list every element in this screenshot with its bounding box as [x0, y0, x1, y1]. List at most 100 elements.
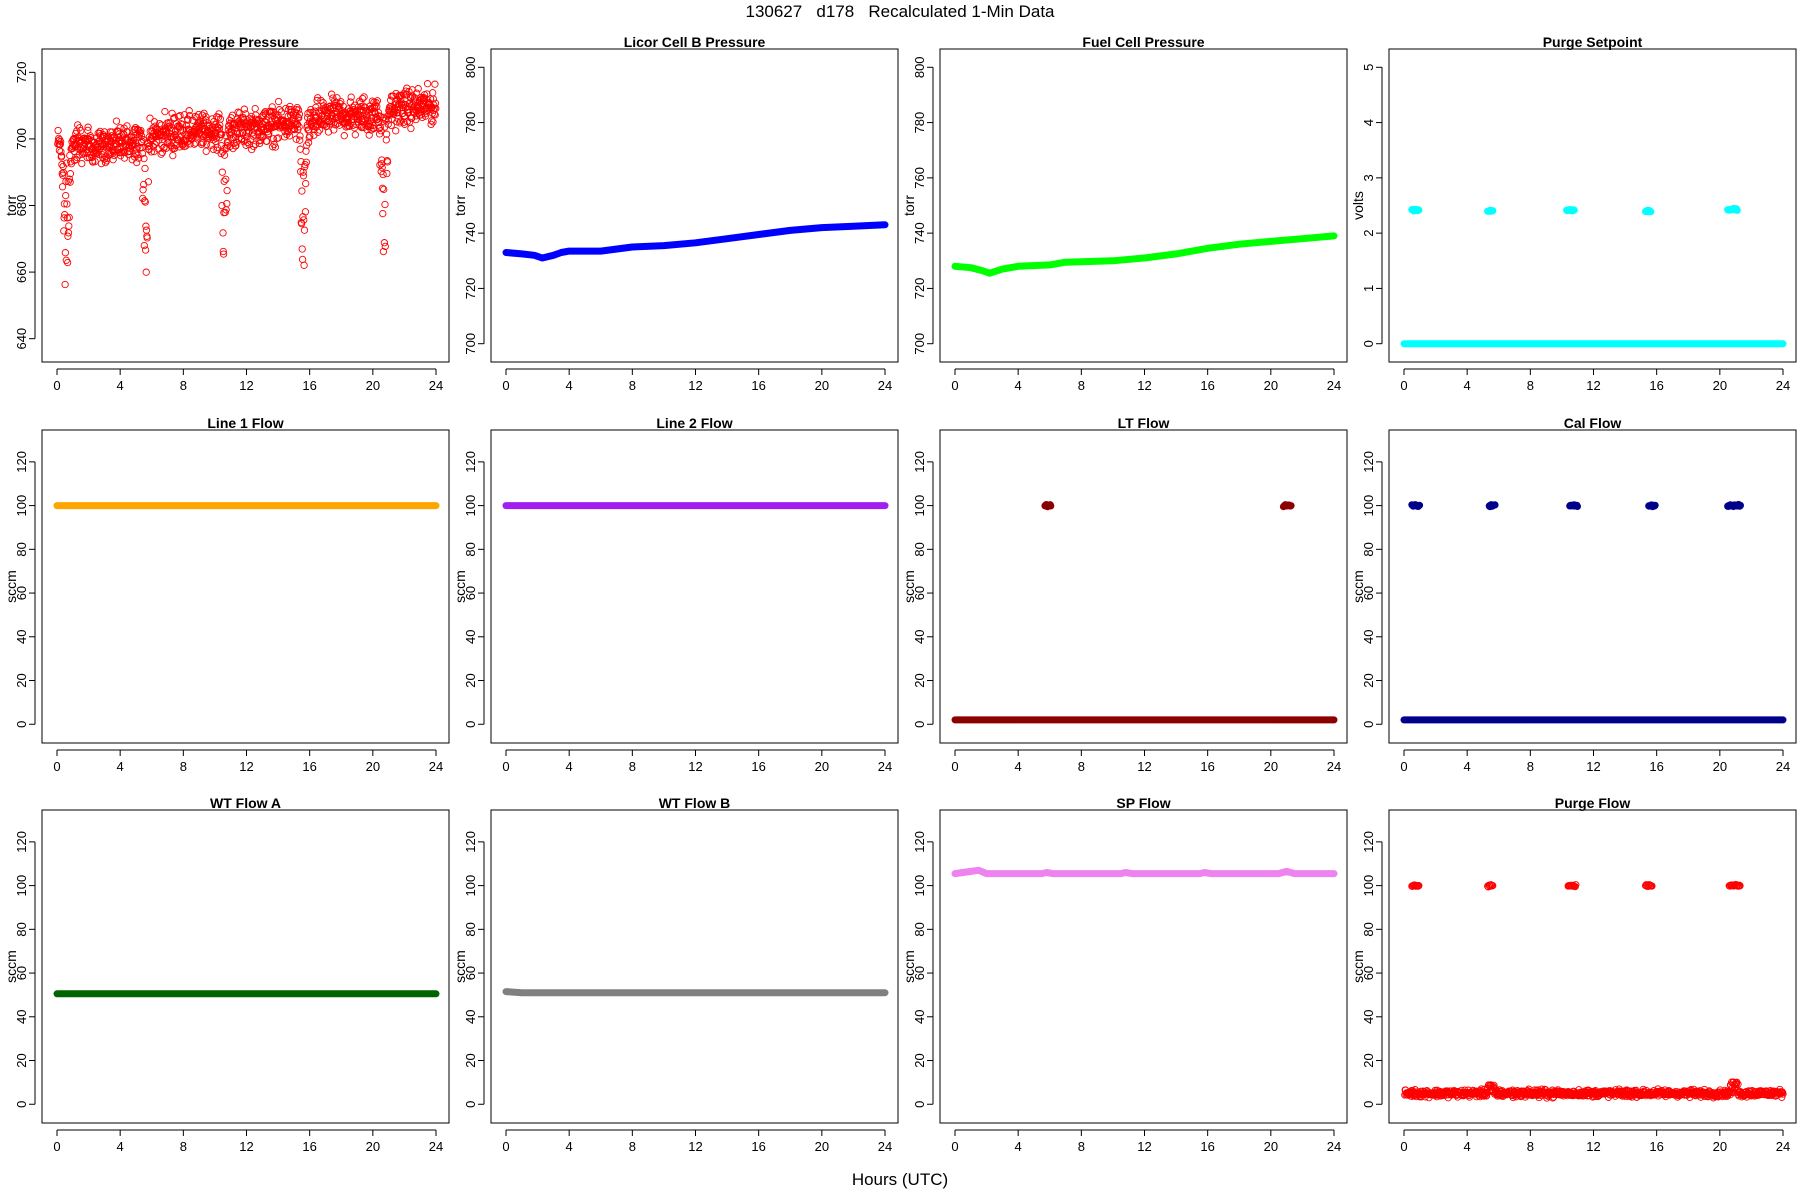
data-point [380, 185, 388, 194]
data-point [306, 132, 314, 140]
data-point [202, 147, 210, 155]
y-axis-label: sccm [452, 570, 468, 603]
data-point [414, 85, 422, 93]
chart-title: Purge Flow [1555, 795, 1631, 811]
data-point [57, 152, 66, 160]
x-tick-label: 4 [566, 1139, 573, 1154]
data-point [215, 134, 223, 142]
y-tick-label: 1 [1361, 285, 1376, 292]
data-point [219, 250, 228, 258]
data-point [143, 234, 151, 242]
data-point [91, 157, 99, 166]
x-tick-label: 24 [1327, 1139, 1341, 1154]
data-point [1736, 882, 1744, 890]
plot-frame [490, 429, 899, 744]
chart-panel: Line 2 Flow sccm 0 4 8 12 16 20 24 0 20 40 60 80 100 12… [452, 415, 899, 774]
data-point [375, 130, 384, 138]
data-point [429, 95, 437, 103]
data-point [56, 138, 65, 146]
data-point [431, 99, 440, 107]
y-tick-label: 80 [463, 542, 478, 556]
x-tick-label: 4 [1015, 378, 1022, 393]
y-tick-label: 120 [463, 831, 478, 853]
chart-title: Line 1 Flow [207, 415, 283, 431]
data-point [169, 151, 177, 160]
plot-frame [490, 48, 899, 363]
chart-panel: WT Flow B sccm 0 4 8 12 16 20 24 0 20 40 60 80 100 120 [452, 795, 899, 1154]
data-point [295, 114, 303, 122]
data-point [378, 184, 387, 192]
data-point [333, 94, 341, 102]
data-point [379, 247, 388, 256]
data-point [54, 126, 62, 135]
data-point [199, 138, 207, 147]
data-point [195, 110, 203, 119]
data-point [347, 93, 355, 101]
data-point [84, 123, 92, 131]
y-tick-label: 100 [1361, 875, 1376, 897]
y-tick-label: 0 [912, 721, 927, 728]
data-point [375, 124, 383, 133]
series-line [951, 232, 1338, 277]
data-point [216, 115, 225, 123]
x-tick-label: 8 [1078, 759, 1085, 774]
data-point [1489, 881, 1497, 890]
data-series [1400, 500, 1787, 724]
data-point [332, 98, 340, 107]
y-axis-label: volts [1350, 191, 1366, 220]
x-tick-label: 20 [1713, 378, 1727, 393]
data-point [365, 131, 373, 139]
data-point [140, 241, 148, 250]
data-point [133, 158, 141, 167]
data-point [1491, 501, 1499, 509]
data-point [62, 159, 71, 167]
y-tick-label: 120 [463, 451, 478, 473]
y-tick-label: 3 [1361, 174, 1376, 181]
y-tick-label: 120 [1361, 451, 1376, 473]
data-point [412, 115, 420, 124]
plot-frame [41, 429, 450, 744]
x-tick-label: 0 [53, 378, 60, 393]
x-tick-label: 20 [366, 759, 380, 774]
x-tick-label: 20 [1264, 378, 1278, 393]
chart-title: WT Flow B [659, 795, 731, 811]
data-point [428, 117, 436, 125]
x-tick-label: 16 [302, 378, 316, 393]
x-tick-label: 16 [1649, 378, 1663, 393]
data-point [429, 118, 437, 126]
data-point [137, 126, 145, 135]
y-axis-label: sccm [452, 950, 468, 983]
x-tick-label: 20 [1713, 1139, 1727, 1154]
data-point [66, 178, 74, 186]
data-point [62, 191, 70, 200]
data-point [423, 80, 432, 88]
data-point [141, 198, 149, 206]
data-point [150, 118, 159, 126]
data-point [66, 170, 75, 178]
chart-panel: LT Flow sccm 0 4 8 12 16 20 24 0 20 40 60 80 100 120 [901, 415, 1348, 774]
chart-title: WT Flow A [210, 795, 281, 811]
data-point [57, 148, 65, 156]
data-point [271, 143, 280, 151]
data-series [502, 221, 889, 262]
data-point [1572, 881, 1580, 889]
y-axis-label: sccm [3, 570, 19, 603]
data-point [135, 130, 144, 138]
data-point [269, 135, 278, 143]
data-point [240, 105, 249, 113]
data-point [251, 104, 259, 113]
data-point [178, 120, 187, 129]
y-tick-label: 0 [463, 721, 478, 728]
data-point [109, 146, 117, 155]
y-tick-label: 0 [1361, 1101, 1376, 1108]
data-point [191, 112, 199, 121]
data-point [374, 108, 383, 117]
x-tick-label: 20 [815, 1139, 829, 1154]
x-tick-label: 0 [951, 1139, 958, 1154]
data-point [239, 129, 247, 137]
data-point [142, 268, 150, 276]
data-point [1735, 881, 1744, 889]
data-point [65, 175, 74, 183]
y-tick-label: 120 [14, 451, 29, 473]
y-tick-label: 0 [463, 1101, 478, 1108]
